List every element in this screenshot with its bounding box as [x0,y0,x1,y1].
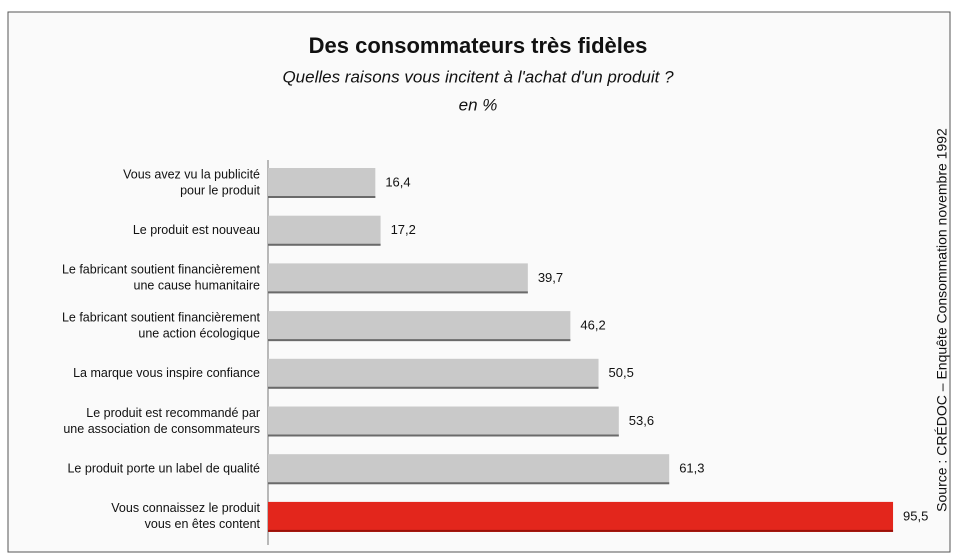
source-note: Source : CRÉDOC – Enquête Consommation n… [934,128,950,512]
category-label: Le fabricant soutient financièrement [62,263,261,277]
value-label: 16,4 [385,174,410,189]
bar [268,406,619,437]
category-label: La marque vous inspire confiance [73,366,260,380]
bar [268,454,670,485]
category-label: Vous connaissez le produit [111,501,260,515]
value-label: 39,7 [538,270,563,285]
bar [268,215,381,246]
bar [268,263,528,294]
value-label: 95,5 [903,508,928,523]
bar [268,168,376,198]
category-label: pour le produit [180,183,260,197]
category-label: vous en êtes content [145,517,261,531]
value-label: 17,2 [391,222,416,237]
value-label: 50,5 [609,365,634,380]
value-label: 53,6 [629,413,654,428]
category-label: Vous avez vu la publicité [123,167,260,181]
chart-title: Des consommateurs très fidèles [309,33,648,58]
category-label: une cause humanitaire [134,279,261,293]
category-label: Le produit est nouveau [133,223,260,237]
value-label: 46,2 [580,318,605,333]
bar [268,311,571,342]
bar [268,501,894,532]
category-label: Le produit porte un label de qualité [67,461,260,475]
category-label: une action écologique [138,326,260,340]
chart-subtitle: Quelles raisons vous incitent à l'achat … [282,67,674,86]
bar [268,358,599,389]
value-label: 61,3 [679,461,704,476]
unit-note: en % [459,95,498,114]
category-label: une association de consommateurs [63,422,260,436]
category-label: Le produit est recommandé par [86,406,260,420]
category-label: Le fabricant soutient financièrement [62,310,261,324]
